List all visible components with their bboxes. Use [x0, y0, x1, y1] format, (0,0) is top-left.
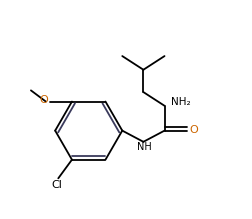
Text: O: O [189, 125, 198, 135]
Text: NH₂: NH₂ [171, 97, 191, 107]
Text: O: O [40, 95, 48, 105]
Text: Cl: Cl [52, 180, 62, 190]
Text: NH: NH [137, 142, 152, 152]
